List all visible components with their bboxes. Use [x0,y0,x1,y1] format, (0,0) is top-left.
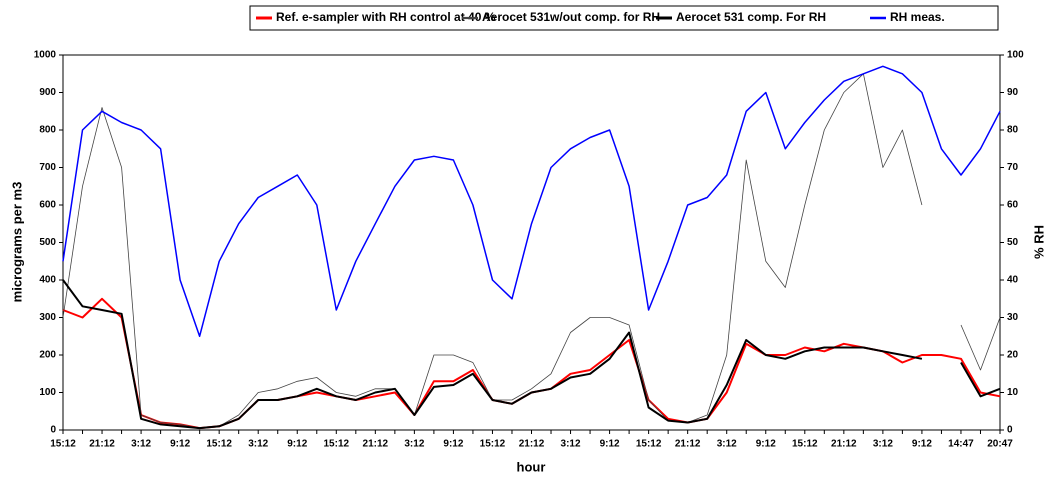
x-tick-label: 21:12 [363,439,389,450]
x-tick-label: 9:12 [912,439,932,450]
y2-tick-label: 70 [1007,162,1019,173]
series-line [62,279,1001,430]
y-tick-label: 200 [39,350,56,361]
y-tick-label: 400 [39,275,56,286]
x-tick-label: 21:12 [89,439,115,450]
y2-tick-label: 20 [1007,350,1019,361]
x-tick-label: 15:12 [480,439,506,450]
x-tick-label: 21:12 [519,439,545,450]
x-tick-label: 3:12 [873,439,893,450]
x-tick-label: 21:12 [831,439,857,450]
y2-tick-label: 60 [1007,200,1019,211]
plot-frame [62,54,1001,431]
y2-tick-label: 10 [1007,387,1019,398]
y-tick-label: 100 [39,387,56,398]
x-tick-label: 9:12 [287,439,307,450]
series-line [62,73,1001,429]
y2-tick-label: 0 [1007,425,1013,436]
y-tick-label: 500 [39,237,56,248]
x-tick-label: 3:12 [248,439,268,450]
y2-axis-label: % RH [1031,225,1046,259]
y2-tick-label: 80 [1007,125,1019,136]
legend-label: Aerocet 531w/out comp. for RH [482,10,660,24]
x-tick-label: 21:12 [675,439,701,450]
y-tick-label: 600 [39,200,56,211]
x-tick-label: 15:12 [324,439,350,450]
y2-tick-label: 40 [1007,275,1019,286]
y-tick-label: 900 [39,87,56,98]
x-tick-label: 3:12 [561,439,581,450]
x-tick-label: 14:47 [948,439,974,450]
y-tick-label: 700 [39,162,56,173]
y-tick-label: 800 [39,125,56,136]
y-tick-label: 1000 [34,50,57,61]
y-tick-label: 0 [50,425,56,436]
series-line [62,65,1001,338]
y-axis-label: micrograms per m3 [9,182,24,303]
x-tick-label: 9:12 [600,439,620,450]
legend-label: RH meas. [890,10,945,24]
y-tick-label: 300 [39,312,56,323]
legend-label: Ref. e-sampler with RH control at 40 % [276,10,496,24]
x-tick-label: 15:12 [636,439,662,450]
x-tick-label: 9:12 [756,439,776,450]
x-tick-label: 3:12 [717,439,737,450]
y2-tick-label: 100 [1007,50,1024,61]
series-line [62,297,1001,430]
x-tick-label: 3:12 [131,439,151,450]
y2-tick-label: 30 [1007,312,1019,323]
legend-label: Aerocet 531 comp. For RH [676,10,826,24]
x-axis-label: hour [517,459,546,474]
x-tick-label: 20:47 [987,439,1013,450]
x-tick-label: 3:12 [404,439,424,450]
x-tick-label: 15:12 [206,439,232,450]
y2-tick-label: 50 [1007,237,1019,248]
x-tick-label: 9:12 [443,439,463,450]
y2-tick-label: 90 [1007,87,1019,98]
x-tick-label: 9:12 [170,439,190,450]
x-tick-label: 15:12 [50,439,76,450]
x-tick-label: 15:12 [792,439,818,450]
